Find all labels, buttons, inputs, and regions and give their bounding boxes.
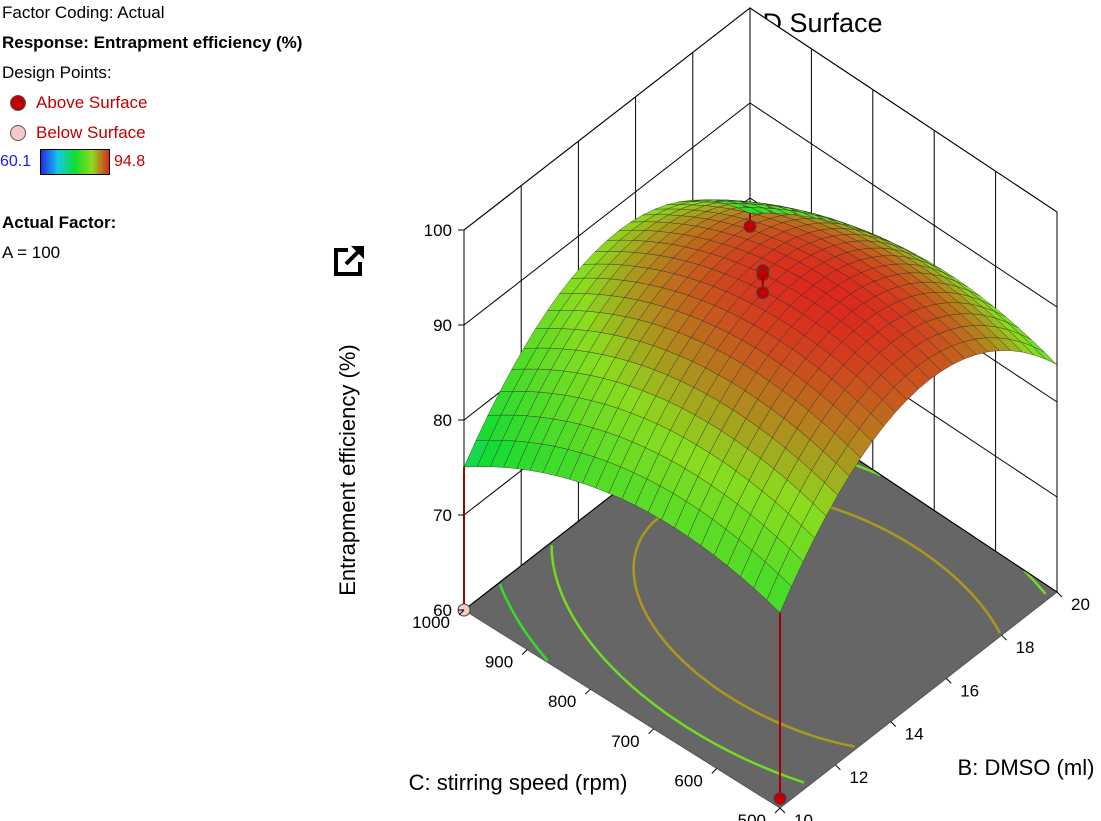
above-surface-label: Above Surface bbox=[36, 93, 148, 112]
design-points-label: Design Points: bbox=[2, 63, 112, 82]
z-tick-label: 100 bbox=[424, 221, 452, 240]
above-surface-marker bbox=[10, 95, 26, 111]
b-tick-label: 16 bbox=[960, 681, 979, 700]
c-tick-label: 500 bbox=[738, 811, 766, 821]
z-tick-label: 80 bbox=[433, 411, 452, 430]
z-tick-label: 60 bbox=[433, 601, 452, 620]
colorbar: 60.1 94.8 bbox=[0, 148, 145, 176]
b-tick-label: 18 bbox=[1016, 638, 1035, 657]
c-tick bbox=[521, 649, 528, 655]
c-tick-label: 1000 bbox=[412, 613, 450, 632]
contour-line bbox=[498, 583, 549, 662]
c-tick bbox=[585, 688, 591, 695]
b-tick bbox=[1056, 591, 1063, 598]
colorbar-min-label: 60.1 bbox=[0, 153, 32, 170]
legend-panel: Factor Coding: Actual Response: Entrapme… bbox=[0, 0, 340, 280]
z-tick-label: 70 bbox=[433, 506, 452, 525]
contour-line bbox=[1023, 569, 1047, 595]
response-label: Response: Entrapment efficiency (%) bbox=[2, 33, 303, 52]
b-tick bbox=[1001, 634, 1007, 641]
contour-line bbox=[550, 545, 805, 784]
b-tick bbox=[779, 807, 786, 814]
design-point-above bbox=[743, 220, 757, 233]
b-tick bbox=[835, 764, 841, 771]
c-tick bbox=[648, 728, 654, 735]
c-tick-label: 900 bbox=[485, 653, 513, 672]
colorbar-gradient bbox=[40, 149, 110, 175]
z-gridline bbox=[463, 7, 1058, 231]
actual-factor-value: A = 100 bbox=[2, 243, 61, 262]
legend-below-surface: Below Surface bbox=[10, 122, 146, 144]
legend-above-surface: Above Surface bbox=[10, 92, 148, 114]
b-tick-label: 14 bbox=[905, 725, 924, 744]
factor-coding-label: Factor Coding: Actual bbox=[2, 3, 165, 22]
design-point-above bbox=[773, 792, 787, 805]
c-tick-label: 700 bbox=[611, 732, 639, 751]
below-surface-label: Below Surface bbox=[36, 123, 146, 142]
b-tick-label: 10 bbox=[794, 811, 813, 821]
z-gridline bbox=[463, 102, 1058, 326]
below-surface-marker bbox=[10, 125, 26, 141]
contour-line bbox=[917, 548, 1001, 634]
c-tick-label: 800 bbox=[548, 692, 576, 711]
surface-facet bbox=[1032, 346, 1058, 366]
b-tick-label: 12 bbox=[849, 768, 868, 787]
b-tick bbox=[945, 678, 952, 684]
b-tick bbox=[890, 721, 897, 727]
z-axis-label: Entrapment efficiency (%) bbox=[335, 344, 360, 595]
actual-factor-label: Actual Factor: bbox=[2, 213, 117, 232]
c-tick bbox=[458, 609, 465, 616]
z-tick-label: 90 bbox=[433, 316, 452, 335]
export-icon[interactable] bbox=[334, 242, 368, 276]
c-tick-label: 600 bbox=[674, 771, 702, 790]
b-tick-label: 20 bbox=[1071, 595, 1090, 614]
c-axis-label: C: stirring speed (rpm) bbox=[409, 770, 628, 795]
c-tick bbox=[711, 768, 718, 774]
b-axis-label: B: DMSO (ml) bbox=[958, 755, 1095, 780]
design-point-above bbox=[756, 286, 770, 300]
c-tick bbox=[774, 807, 781, 814]
colorbar-max-label: 94.8 bbox=[114, 153, 146, 170]
